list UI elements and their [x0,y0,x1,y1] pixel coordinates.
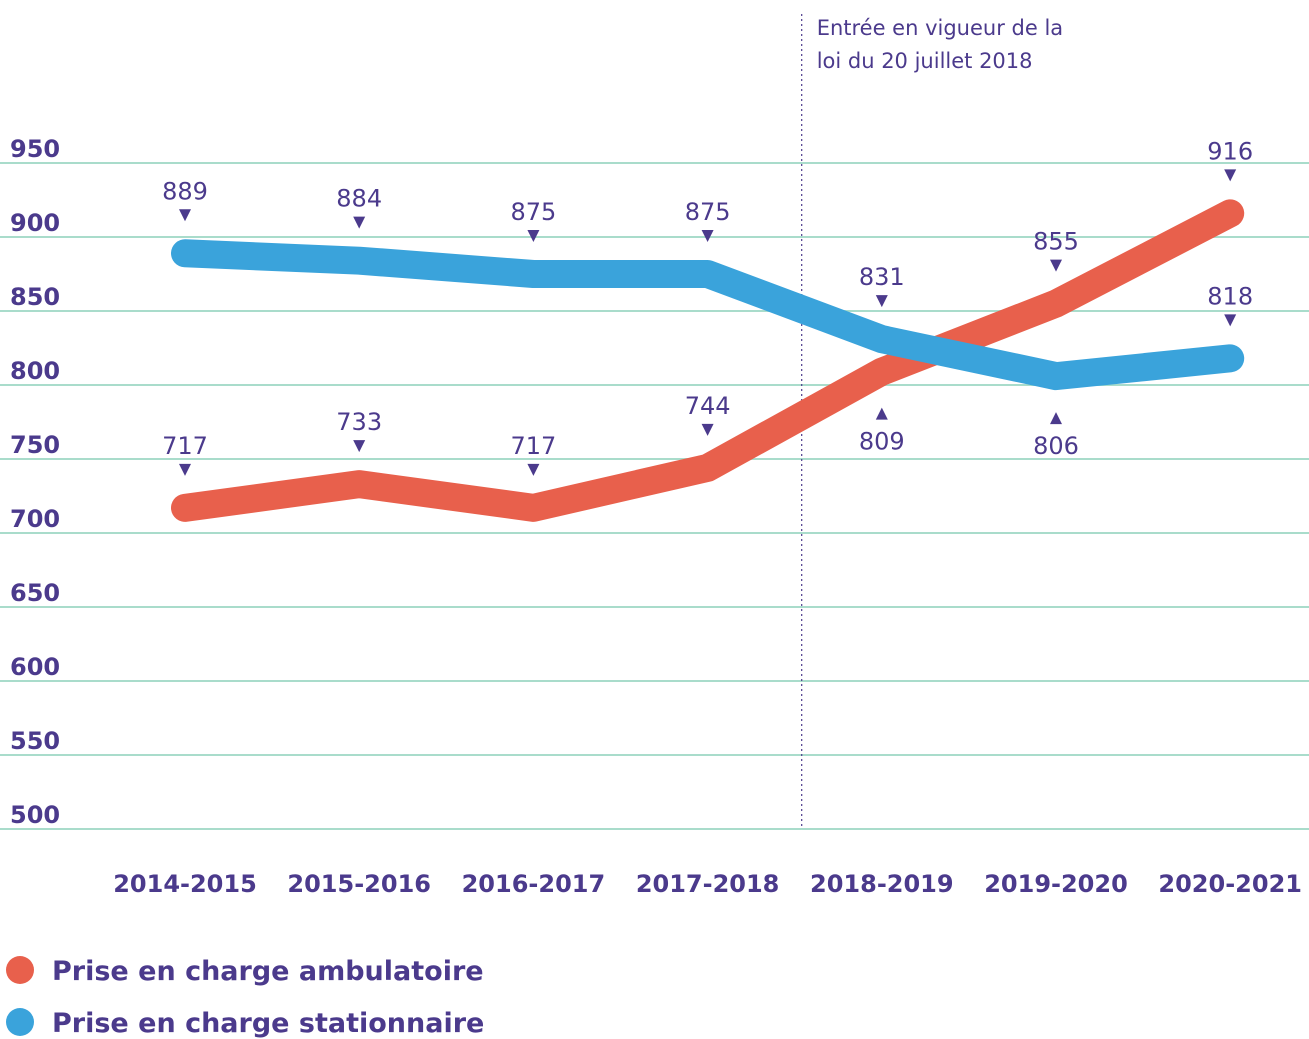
y-tick-label: 900 [10,209,60,237]
y-tick-label: 550 [10,727,60,755]
data-label: 717 [162,432,208,460]
annotation: loi du 20 juillet 2018 [817,49,1033,73]
label-pointer [353,216,366,229]
data-label: 889 [162,177,208,205]
data-label: 831 [859,263,905,291]
label-pointer [1224,169,1237,182]
data-label: 733 [336,408,382,436]
legend-swatch [6,956,34,984]
label-pointer [527,230,540,242]
x-tick-label: 2016-2017 [462,870,606,898]
x-tick-label: 2018-2019 [810,870,954,898]
data-label: 875 [510,198,556,226]
data-label: 916 [1207,137,1253,165]
label-pointer [1050,412,1062,425]
data-label: 717 [510,432,556,460]
y-tick-label: 750 [10,431,60,459]
label-pointer [353,440,366,453]
x-tick-label: 2019-2020 [984,870,1128,898]
label-pointer [1224,314,1237,327]
y-tick-label: 850 [10,283,60,311]
label-pointer [179,209,191,222]
x-tick-label: 2017-2018 [636,870,780,898]
label-pointer [701,423,714,436]
y-tick-label: 950 [10,135,60,163]
legend-label: Prise en charge stationnaire [52,1008,484,1039]
annotation: Entrée en vigueur de la [817,16,1063,40]
data-label: 818 [1207,282,1253,310]
data-label: 744 [685,392,731,420]
y-tick-label: 650 [10,579,60,607]
legend-label: Prise en charge ambulatoire [52,956,484,987]
y-tick-label: 700 [10,505,60,533]
data-label: 809 [859,428,905,456]
legend-swatch [6,1008,34,1036]
y-tick-label: 500 [10,801,60,829]
label-pointer [527,463,540,476]
data-label: 884 [336,185,382,213]
label-pointer [701,230,714,242]
label-pointer [875,295,888,308]
x-tick-label: 2015-2016 [287,870,431,898]
data-label: 855 [1033,228,1079,256]
label-pointer [179,463,191,476]
label-pointer [1050,259,1062,272]
data-label: 875 [685,198,731,226]
y-tick-label: 600 [10,653,60,681]
y-tick-label: 800 [10,357,60,385]
series-line [171,239,1245,391]
x-tick-label: 2014-2015 [113,870,257,898]
series-line [171,199,1245,522]
label-pointer [875,407,888,420]
data-label: 806 [1033,432,1079,460]
x-tick-label: 2020-2021 [1158,870,1302,898]
